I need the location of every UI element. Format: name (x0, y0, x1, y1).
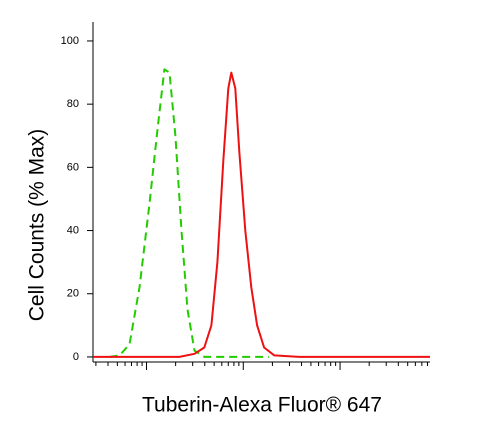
y-tick-label: 40 (67, 224, 79, 236)
y-axis-label: Cell Counts (% Max) (26, 129, 49, 322)
y-tick-label: 80 (67, 98, 79, 110)
y-tick-label: 60 (67, 161, 79, 173)
series-line (93, 71, 430, 358)
y-tick-label: 0 (73, 351, 79, 363)
y-tick-label: 20 (67, 288, 79, 300)
y-tick-label: 100 (61, 35, 79, 47)
series-line (109, 68, 270, 358)
x-axis-label: Tuberin-Alexa Fluor® 647 (142, 394, 382, 417)
